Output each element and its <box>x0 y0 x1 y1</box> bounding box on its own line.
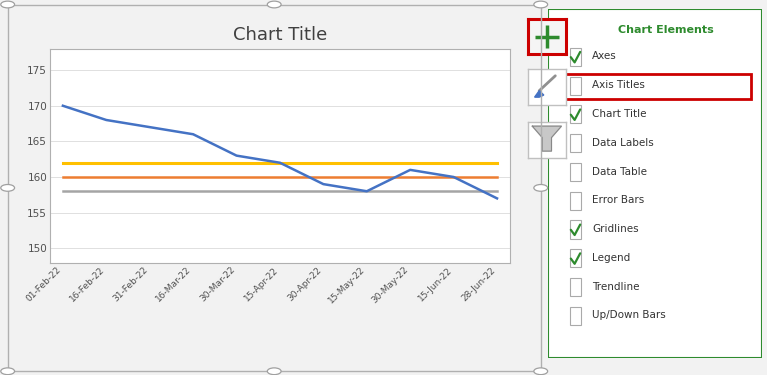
FancyBboxPatch shape <box>570 163 581 181</box>
Polygon shape <box>535 91 544 97</box>
Text: Data Labels: Data Labels <box>592 138 653 148</box>
Text: Legend: Legend <box>592 253 630 263</box>
FancyBboxPatch shape <box>570 249 581 267</box>
FancyBboxPatch shape <box>559 74 751 99</box>
FancyBboxPatch shape <box>570 105 581 123</box>
FancyBboxPatch shape <box>570 192 581 210</box>
FancyBboxPatch shape <box>570 48 581 66</box>
FancyBboxPatch shape <box>570 76 581 94</box>
Text: Chart Title: Chart Title <box>592 109 647 119</box>
Text: Axes: Axes <box>592 51 617 62</box>
Text: Axis Titles: Axis Titles <box>592 80 645 90</box>
FancyBboxPatch shape <box>570 220 581 238</box>
Text: Data Table: Data Table <box>592 166 647 177</box>
Text: Error Bars: Error Bars <box>592 195 644 206</box>
FancyBboxPatch shape <box>570 307 581 325</box>
Text: Up/Down Bars: Up/Down Bars <box>592 310 666 320</box>
Text: Gridlines: Gridlines <box>592 224 639 234</box>
FancyBboxPatch shape <box>570 278 581 296</box>
Polygon shape <box>532 126 561 151</box>
FancyBboxPatch shape <box>570 134 581 152</box>
Text: Trendline: Trendline <box>592 282 640 292</box>
Text: Chart Elements: Chart Elements <box>617 25 713 35</box>
Title: Chart Title: Chart Title <box>233 26 327 44</box>
FancyBboxPatch shape <box>548 9 762 358</box>
